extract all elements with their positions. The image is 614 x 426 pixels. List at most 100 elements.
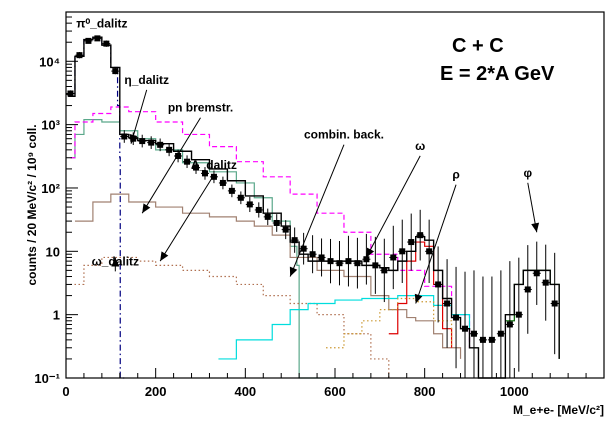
data-point [523, 245, 532, 334]
data-point [183, 155, 192, 169]
data-point [452, 266, 461, 369]
x-tick-label: 800 [414, 384, 436, 399]
annotation-label: ω [415, 139, 425, 153]
annotation-arrowhead [142, 203, 151, 214]
data-point [165, 143, 174, 157]
annotation-arrow [141, 117, 201, 214]
data-point [218, 176, 227, 190]
data-point [380, 238, 389, 303]
annotation-arrow [130, 89, 148, 144]
x-tick-label: 1000 [500, 384, 529, 399]
data-point [308, 235, 317, 274]
data-point [371, 236, 380, 294]
data-point [102, 40, 111, 47]
data-point [281, 220, 290, 240]
annotation-arrowhead [160, 251, 169, 262]
data-point [156, 138, 165, 152]
series-dalitz [70, 119, 371, 379]
y-tick-label: 10 [46, 244, 60, 259]
data-point [227, 184, 236, 198]
data-point [344, 235, 353, 287]
data-point [425, 219, 434, 283]
data-point [541, 244, 550, 321]
data-point [138, 134, 147, 148]
series-series [326, 297, 453, 349]
axes: 0 200 400 600 800 1000 10⁻¹ 1 10 10² 10³ 10⁴ [34, 11, 605, 399]
annotation-arrowhead [414, 293, 423, 304]
data-point [209, 170, 218, 184]
data-point [398, 219, 407, 283]
data-point [326, 238, 335, 284]
data-point [111, 67, 120, 75]
data-point [263, 208, 272, 226]
annotation-dalitz: π⁰_dalitz [76, 17, 127, 31]
data-point [478, 276, 487, 378]
y-tick-label: 10⁻¹ [34, 371, 60, 386]
annotation-pn-bremstr: pn bremstr. [168, 101, 233, 115]
annotation-arrowhead [531, 222, 540, 233]
annotation-arrow [415, 184, 457, 304]
data-point [120, 130, 129, 143]
series-series [388, 241, 453, 348]
annotation-arrow [289, 144, 345, 277]
series-pn-bremstr [70, 106, 471, 348]
y-tick-label: 10³ [41, 118, 60, 133]
data-point [254, 202, 263, 218]
x-tick-label: 600 [324, 384, 346, 399]
series-curves [68, 36, 560, 379]
data-point [353, 237, 362, 289]
y-tick-label: 10⁴ [39, 54, 60, 69]
data-point [272, 214, 281, 232]
data-point [550, 252, 559, 355]
series-dalitz [70, 256, 390, 378]
data-point [317, 238, 326, 277]
data-point [174, 149, 183, 163]
y-axis-label: counts / 20 MeV/c² / 10⁹ coll. [25, 124, 39, 285]
y-tick-label: 10² [41, 181, 60, 196]
annotation-arrowhead [129, 133, 138, 144]
annotation-arrowhead [111, 257, 120, 267]
data-point [469, 270, 478, 378]
x-tick-label: 0 [62, 384, 69, 399]
data-point [434, 246, 443, 323]
data-point [416, 209, 425, 261]
data-point [299, 232, 308, 265]
data-point [245, 196, 254, 213]
data-point [335, 240, 344, 286]
x-tick-label: 400 [234, 384, 256, 399]
data-point [461, 271, 470, 378]
data-point [487, 276, 496, 378]
y-tick-label: 1 [53, 308, 60, 323]
annotation-label: ρ [452, 168, 459, 182]
annotation-label: φ [523, 166, 532, 180]
data-point [505, 261, 514, 378]
data-point [66, 90, 75, 97]
data-point [192, 161, 201, 174]
data-point [407, 213, 416, 271]
annotation-arrow [159, 174, 215, 262]
data-point [290, 227, 299, 253]
info-line-2: E = 2*A GeV [440, 63, 555, 85]
info-line-1: C + C [452, 35, 504, 57]
annotation-arrow [365, 155, 421, 258]
series-dalitz [68, 36, 125, 379]
data-point [496, 270, 505, 378]
series-sum [68, 36, 560, 379]
data-point [75, 51, 84, 59]
series-combin-back [218, 294, 471, 360]
data-point [389, 225, 398, 290]
data-point [443, 259, 452, 348]
data-point [93, 35, 102, 42]
annotation-arrowhead [366, 247, 375, 258]
data-point [147, 136, 156, 149]
data-point [84, 37, 93, 44]
annotation-combin-back: combin. back. [304, 128, 384, 142]
data-point [362, 233, 371, 285]
annotation-dalitz: Δ_dalitz [191, 158, 237, 172]
data-point [514, 257, 523, 372]
x-tick-label: 200 [145, 384, 167, 399]
annotation-dalitz: η_dalitz [124, 73, 169, 87]
data-point [200, 167, 209, 180]
